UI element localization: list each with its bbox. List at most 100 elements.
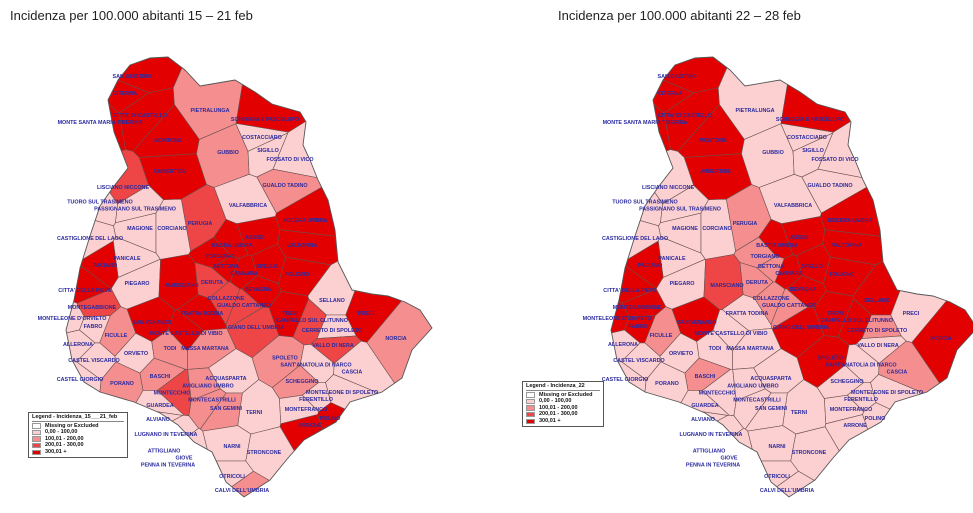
- municipality-area[interactable]: [585, 162, 663, 227]
- municipality-label: SIGILLO: [802, 148, 824, 154]
- municipality-area[interactable]: [366, 229, 460, 457]
- municipality-label: PENNA IN TEVERINA: [686, 463, 740, 469]
- legend-swatch: [32, 429, 41, 436]
- municipality-label: CASTEL VISCARDO: [68, 358, 119, 364]
- municipality-label: CANNARA: [230, 271, 257, 277]
- municipality-label: SCHEGGIA E PASCELUPO: [231, 117, 299, 123]
- municipality-label: BETTONA: [213, 264, 239, 270]
- municipality-label: STRONCONE: [792, 450, 827, 456]
- legend-label: 300,01 +: [45, 448, 67, 455]
- region-outline: [610, 56, 973, 498]
- legend-label: 300,01 +: [539, 417, 561, 424]
- municipality-label: BEVAGNA: [790, 287, 817, 293]
- municipality-label: TORGIANO: [206, 254, 235, 260]
- municipality-label: OTRICOLI: [219, 474, 245, 480]
- municipality-label: SPELLO: [801, 264, 823, 270]
- municipality-label: FERENTILLO: [299, 397, 333, 403]
- municipality-label: FICULLE: [650, 333, 673, 339]
- legend-item: 0,00 - 100,00: [32, 429, 124, 436]
- municipality-label: FICULLE: [105, 333, 128, 339]
- municipality-label: GIANO DELL'UMBRIA: [228, 325, 284, 331]
- municipality-label: CASTEL VISCARDO: [613, 358, 664, 364]
- municipality-label: GUALDO CATTANEO: [762, 303, 816, 309]
- municipality-label: MONTEFRANCO: [285, 407, 328, 413]
- municipality-area[interactable]: [790, 426, 875, 510]
- municipality-label: SIGILLO: [257, 148, 279, 154]
- municipality-label: SAN GEMINI: [210, 406, 243, 412]
- municipality-label: GIOVE: [175, 456, 192, 462]
- municipality-label: UMBERTIDE: [154, 169, 186, 175]
- municipality-label: ASSISI: [790, 235, 808, 241]
- municipality-label: NOCERA UMBRA: [283, 218, 328, 224]
- municipality-label: AVIGLIANO UMBRO: [727, 384, 778, 390]
- legend-swatch: [32, 436, 41, 442]
- municipality-label: DERUTA: [746, 280, 768, 286]
- map-title-left: Incidenza per 100.000 abitanti 15 – 21 f…: [10, 8, 253, 23]
- municipality-label: CITTA' DI CASTELLO: [113, 113, 167, 119]
- municipality-area[interactable]: [325, 374, 461, 463]
- municipality-label: MONTEGABBIONE: [613, 305, 662, 311]
- municipality-label: MONTONE: [154, 138, 182, 144]
- municipality-label: CITERNA: [113, 91, 137, 97]
- municipality-label: CANNARA: [775, 271, 802, 277]
- municipality-label: ALVIANO: [691, 417, 715, 423]
- municipality-label: GIOVE: [720, 456, 737, 462]
- municipality-label: COSTACCIARO: [787, 135, 827, 141]
- municipality-label: FOLIGNO: [285, 272, 310, 278]
- municipality-label: CITTA' DELLA PIEVE: [603, 288, 657, 294]
- municipality-label: SELLANO: [319, 298, 345, 304]
- municipality-label: NARNI: [223, 444, 241, 450]
- legend-right: Legend - Incidenza_22 Missing or Exclude…: [522, 381, 604, 427]
- municipality-label: FERENTILLO: [844, 397, 878, 403]
- municipality-label: SCHEGGIA E PASCELUPO: [776, 117, 844, 123]
- municipality-label: PIETRALUNGA: [736, 108, 775, 114]
- municipality-label: BASCHI: [150, 374, 171, 380]
- municipality-label: SANT'ANATOLIA DI NARCO: [280, 363, 351, 369]
- municipality-area[interactable]: [911, 229, 973, 457]
- legend-swatch: [526, 411, 535, 418]
- municipality-label: TERNI: [246, 410, 263, 416]
- municipality-label: CAMPELLO SUL CLITUNNO: [821, 318, 893, 324]
- municipality-label: PORANO: [655, 381, 679, 387]
- municipality-label: ALLERONA: [608, 342, 638, 348]
- municipality-label: VALFABBRICA: [229, 203, 267, 209]
- municipality-label: BEVAGNA: [245, 287, 272, 293]
- municipality-label: CASTEL GIORGIO: [602, 377, 649, 383]
- municipality-label: SAN VENANZO: [132, 320, 171, 326]
- municipality-label: PERUGIA: [188, 221, 213, 227]
- municipality-label: TUORO SUL TRASIMENO: [612, 199, 678, 205]
- municipality-label: ORVIETO: [124, 351, 148, 357]
- municipality-area[interactable]: [638, 407, 729, 449]
- legend-label: 0,00 - 100,00: [45, 429, 78, 436]
- legend-item: 300,01 +: [32, 449, 124, 456]
- legend-label: 100,01 - 200,00: [45, 435, 84, 442]
- legend-label: Missing or Excluded: [45, 422, 99, 429]
- municipality-area[interactable]: [245, 426, 330, 510]
- municipality-label: SAN GEMINI: [755, 406, 788, 412]
- municipality-label: PASSIGNANO SUL TRASIMENO: [94, 207, 176, 213]
- municipality-label: VALFABBRICA: [774, 203, 812, 209]
- municipality-label: CASTIGLIONE DEL LAGO: [602, 236, 668, 242]
- municipality-label: MONTECCHIO: [154, 391, 191, 397]
- municipality-label: GIANO DELL'UMBRIA: [773, 325, 829, 331]
- municipality-label: BASTIA UMBRA: [211, 243, 253, 249]
- municipality-label: MONTECASTRILLI: [733, 398, 781, 404]
- municipality-label: TODI: [709, 346, 722, 352]
- municipality-label: MASSA MARTANA: [726, 346, 774, 352]
- municipality-label: BETTONA: [758, 264, 784, 270]
- municipality-label: MONTONE: [699, 138, 727, 144]
- municipality-label: MONTECASTRILLI: [188, 398, 236, 404]
- municipality-label: PANICALE: [113, 256, 141, 262]
- municipality-label: VALLO DI NERA: [312, 343, 354, 349]
- municipality-label: CITTA' DELLA PIEVE: [58, 288, 112, 294]
- municipality-label: SPOLETO: [272, 356, 298, 362]
- municipality-label: VALLO DI NERA: [857, 343, 899, 349]
- municipality-label: MONTE SANTA MARIA TIBERINA: [58, 120, 143, 126]
- legend-item: 100,01 - 200,00: [32, 436, 124, 443]
- legend-label: 100,01 - 200,00: [539, 404, 578, 411]
- municipality-label: GUALDO TADINO: [807, 183, 852, 189]
- legend-swatch: [526, 418, 535, 425]
- municipality-area[interactable]: [40, 162, 118, 227]
- municipality-label: TUORO SUL TRASIMENO: [67, 199, 133, 205]
